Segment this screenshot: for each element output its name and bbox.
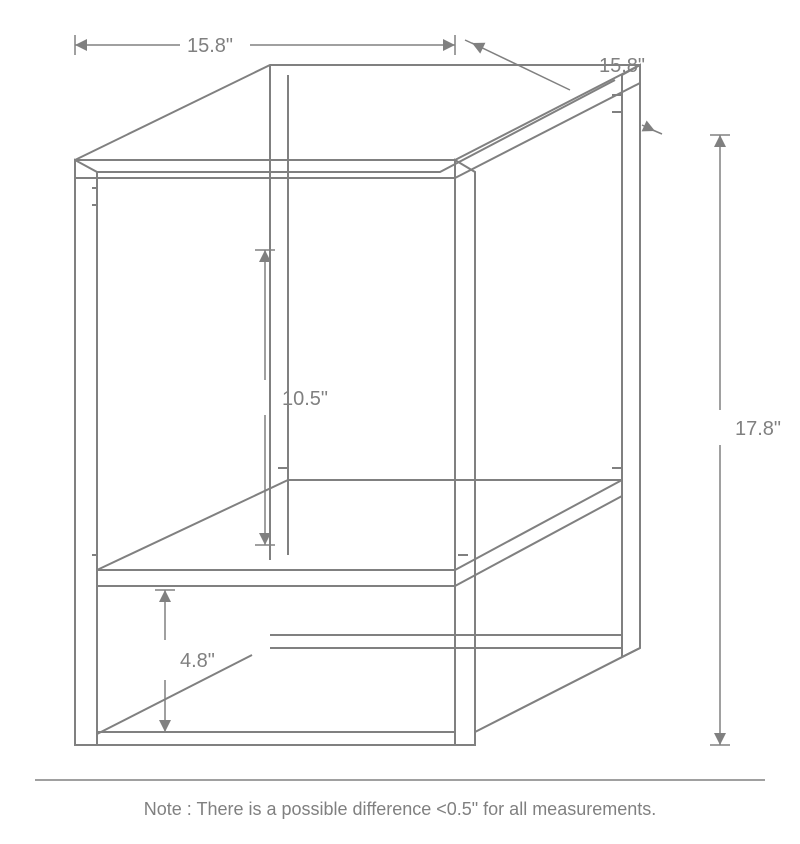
dimension-floor-gap-label: 4.8" [180, 650, 215, 672]
dimension-height: 17.8" [710, 135, 781, 745]
dimension-shelf-gap-label: 10.5" [282, 388, 328, 410]
right-bottom-rail [475, 648, 640, 732]
back-left-leg [270, 65, 288, 560]
left-bottom-rail [97, 655, 252, 734]
dimension-shelf-gap: 10.5" [255, 250, 328, 545]
back-bottom-rail [270, 635, 622, 648]
dimension-height-label: 17.8" [735, 418, 781, 440]
lower-shelf [92, 468, 622, 586]
front-left-leg [75, 160, 97, 745]
back-right-leg [622, 65, 640, 657]
dimension-width-label: 15.8" [187, 35, 233, 57]
top-shelf [75, 65, 640, 205]
front-bottom-rail [75, 732, 455, 745]
furniture-drawing [75, 65, 640, 745]
dimension-width: 15.8" [75, 35, 455, 57]
dimension-floor-gap: 4.8" [155, 590, 215, 732]
front-right-leg [455, 160, 475, 745]
measurement-note: Note : There is a possible difference <0… [144, 799, 657, 819]
